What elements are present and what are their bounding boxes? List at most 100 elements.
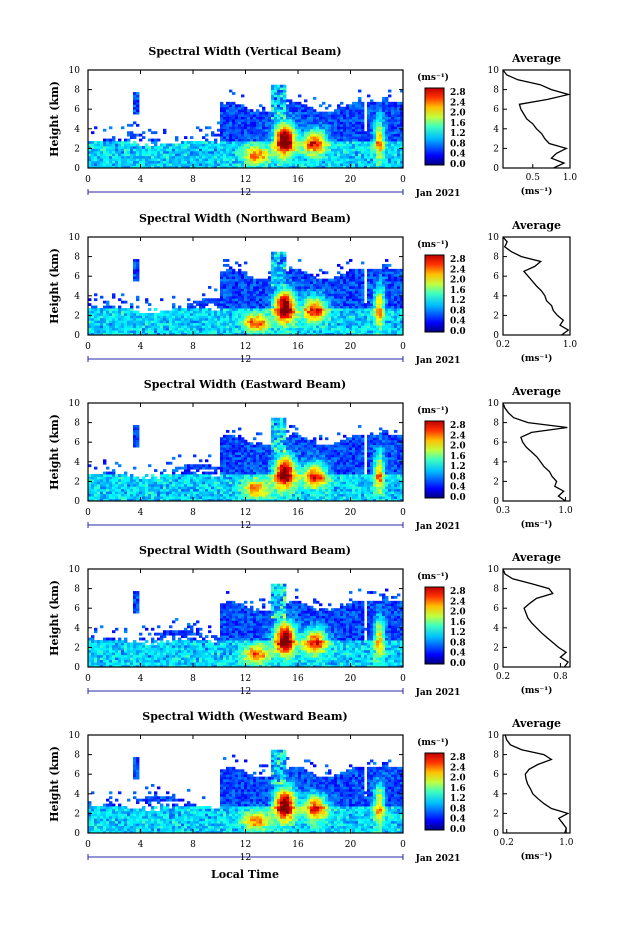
heatmap-cell <box>229 266 233 270</box>
heatmap-cell <box>379 116 383 120</box>
heatmap-cell <box>244 123 248 127</box>
heatmap-cell <box>277 271 281 275</box>
heatmap-cell <box>175 478 179 482</box>
heatmap-cell <box>226 160 230 164</box>
heatmap-cell <box>265 330 269 333</box>
heatmap-cell <box>169 312 173 316</box>
heatmap-cell <box>256 121 260 125</box>
heatmap-cell <box>316 312 320 316</box>
heatmap-cell <box>346 286 350 289</box>
heatmap-cell <box>196 327 200 331</box>
heatmap-cell <box>184 308 188 311</box>
heatmap-cell <box>337 298 341 302</box>
heatmap-cell <box>400 295 404 299</box>
heatmap-cell <box>262 121 266 125</box>
heatmap-cell <box>289 283 293 287</box>
heatmap-cell <box>355 322 359 326</box>
heatmap-cell <box>154 327 158 331</box>
heatmap-cell <box>211 315 215 319</box>
heatmap-cell <box>286 109 290 113</box>
heatmap-cell <box>358 148 362 152</box>
heatmap-cell <box>109 163 113 166</box>
heatmap-cell <box>343 160 347 164</box>
heatmap-cell <box>130 481 134 485</box>
heatmap-cell <box>253 131 257 135</box>
heatmap-cell <box>301 320 305 324</box>
heatmap-cell <box>154 325 158 329</box>
heatmap-cell <box>334 131 338 135</box>
colorbar-tick-label: 2.0 <box>450 276 466 286</box>
heatmap-cell <box>253 145 257 149</box>
heatmap-cell <box>154 312 158 316</box>
heatmap-cell <box>265 138 269 142</box>
heatmap-cell <box>223 315 227 319</box>
heatmap-cell <box>115 496 119 499</box>
heatmap-cell <box>208 308 212 311</box>
heatmap-cell <box>340 317 344 321</box>
heatmap-cell <box>334 158 338 162</box>
heatmap-cell <box>370 293 374 297</box>
heatmap-cell <box>313 278 317 282</box>
heatmap-cell <box>94 158 98 162</box>
heatmap-cell <box>229 89 233 93</box>
heatmap-cell <box>193 466 197 470</box>
heatmap-cell <box>301 330 305 333</box>
heatmap-cell <box>292 305 296 309</box>
heatmap-cell <box>106 320 110 324</box>
heatmap-cell <box>238 310 242 314</box>
heatmap-cell <box>388 106 392 110</box>
heatmap-cell <box>280 268 284 272</box>
heatmap-cell <box>361 133 365 137</box>
heatmap-cell <box>301 317 305 321</box>
heatmap-cell <box>148 165 152 169</box>
heatmap-cell <box>250 283 254 287</box>
heatmap-cell <box>148 145 152 149</box>
heatmap-cell <box>385 259 389 262</box>
heatmap-cell <box>385 99 389 103</box>
heatmap-cell <box>271 114 275 117</box>
heatmap-cell <box>250 143 254 147</box>
heatmap-cell <box>136 271 140 275</box>
heatmap-cell <box>229 163 233 166</box>
heatmap-cell <box>343 111 347 115</box>
heatmap-cell <box>325 163 329 166</box>
heatmap-cell <box>331 288 335 292</box>
heatmap-cell <box>325 330 329 333</box>
heatmap-cell <box>310 126 314 130</box>
heatmap-cell <box>358 158 362 162</box>
heatmap-cell <box>382 148 386 152</box>
heatmap-cell <box>385 310 389 314</box>
heatmap-cell <box>319 325 323 329</box>
heatmap-cell <box>271 251 275 255</box>
heatmap-cell <box>142 158 146 162</box>
heatmap-cell <box>88 160 92 164</box>
heatmap-cell <box>238 109 242 113</box>
heatmap-cell <box>313 153 317 157</box>
heatmap-cell <box>286 163 290 166</box>
heatmap-cell <box>166 160 170 164</box>
heatmap-cell <box>97 150 101 154</box>
heatmap-cell <box>109 126 113 130</box>
heatmap-cell <box>271 104 275 108</box>
heatmap-cell <box>106 163 110 166</box>
heatmap-cell <box>376 286 380 289</box>
heatmap-cell <box>115 322 119 326</box>
heatmap-cell <box>322 327 326 331</box>
heatmap-cell <box>382 116 386 120</box>
heatmap-cell <box>349 325 353 329</box>
heatmap-cell <box>325 332 329 336</box>
heatmap-cell <box>223 155 227 159</box>
heatmap-cell <box>124 471 128 475</box>
heatmap-cell <box>349 123 353 127</box>
heatmap-cell <box>382 141 386 144</box>
heatmap-cell <box>91 153 95 157</box>
heatmap-cell <box>265 141 269 144</box>
heatmap-cell <box>151 483 155 487</box>
heatmap-cell <box>304 116 308 120</box>
heatmap-cell <box>211 330 215 333</box>
heatmap-cell <box>322 145 326 149</box>
heatmap-cell <box>190 483 194 487</box>
heatmap-cell <box>226 317 230 321</box>
heatmap-cell <box>175 325 179 329</box>
heatmap-cell <box>253 150 257 154</box>
